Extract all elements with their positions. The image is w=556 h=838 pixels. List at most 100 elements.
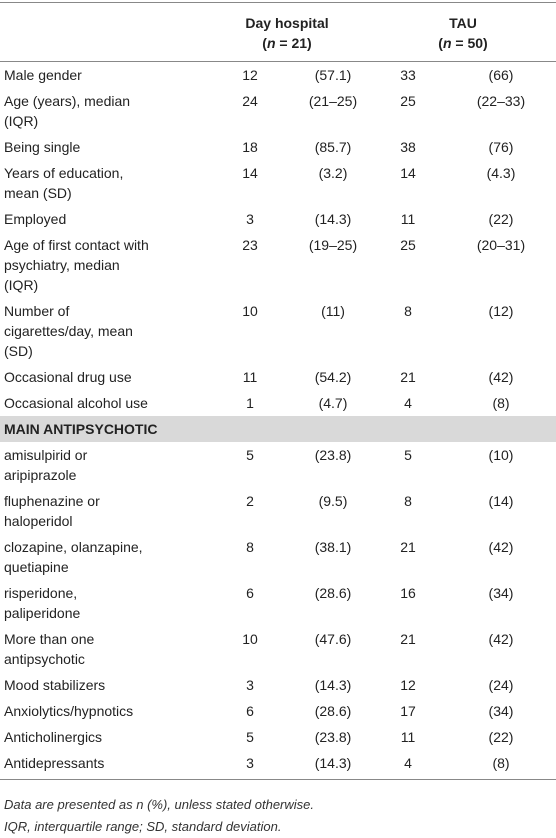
cell-value: (12) (488, 303, 514, 319)
footnote: IQR, interquartile range; SD, standard d… (4, 819, 282, 834)
table-row: Number of cigarettes/day, mean (SD) 10 (11… (0, 298, 556, 364)
row-label: More than one antipsychotic (4, 631, 95, 667)
row-label: Anticholinergics (4, 729, 103, 745)
cell-value: 10 (242, 631, 258, 647)
table-row: Male gender 12 (57.1) 33 (66) (0, 62, 556, 89)
table-row: risperidone, paliperidone 6 (28.6) 16 (34) (0, 580, 556, 626)
row-label: Male gender (4, 67, 82, 83)
table-row: More than one antipsychotic 10 (47.6) 21 (42… (0, 626, 556, 672)
cell-value: 4 (404, 395, 412, 411)
cell-value: (22–33) (476, 93, 526, 109)
table-row: Occasional alcohol use 1 (4.7) 4 (8) (0, 390, 556, 416)
cell-value: (42) (488, 539, 514, 555)
table-row: amisulpirid or aripiprazole 5 (23.8) 5 (10) (0, 442, 556, 488)
cell-value: 17 (400, 703, 416, 719)
cell-value: 33 (400, 67, 416, 83)
table-header: Day hospital (n = 21) TAU (n = 50) (0, 2, 556, 62)
cell-value: 18 (242, 139, 258, 155)
cell-value: 6 (246, 585, 254, 601)
cell-value: 38 (400, 139, 416, 155)
row-label: Employed (4, 211, 67, 227)
cell-value: (4.7) (318, 395, 348, 411)
size-text: = 50) (451, 35, 488, 51)
row-label: Being single (4, 139, 81, 155)
cell-value: (22) (488, 211, 514, 227)
table-row: clozapine, olanzapine, quetiapine 8 (38.1)… (0, 534, 556, 580)
row-label: clozapine, olanzapine, quetiapine (4, 539, 143, 575)
cell-value: (4.3) (486, 165, 516, 181)
cell-value: (42) (488, 631, 514, 647)
cell-value: (47.6) (314, 631, 352, 647)
cell-value: (66) (488, 67, 514, 83)
n-symbol: n (266, 35, 276, 51)
row-label: Occasional drug use (4, 369, 132, 385)
table-row: Being single 18 (85.7) 38 (76) (0, 134, 556, 160)
cell-value: (23.8) (314, 729, 352, 745)
cell-value: (11) (321, 303, 345, 319)
cell-value: (3.2) (318, 165, 348, 181)
table-row: Age (years), median (IQR) 24 (21–25) 25 (22–… (0, 88, 556, 134)
cell-value: (14) (488, 493, 514, 509)
cell-value: (34) (488, 703, 514, 719)
group-header: Day hospital (n = 21) (204, 2, 370, 62)
group-header: TAU (n = 50) (370, 2, 556, 62)
data-table: Day hospital (n = 21) TAU (n = 50) Male … (0, 2, 556, 780)
cell-value: 12 (400, 677, 416, 693)
cell-value: 12 (242, 67, 258, 83)
cell-value: 14 (400, 165, 416, 181)
cell-value: 21 (400, 539, 416, 555)
table-row: Occasional drug use 11 (54.2) 21 (42) (0, 364, 556, 390)
cell-value: 1 (246, 395, 254, 411)
cell-value: (38.1) (314, 539, 352, 555)
row-label: amisulpirid or aripiprazole (4, 447, 88, 483)
cell-value: 3 (246, 211, 254, 227)
cell-value: (14.3) (314, 211, 352, 227)
cell-value: (23.8) (314, 447, 352, 463)
section-row: MAIN ANTIPSYCHOTIC (0, 416, 556, 442)
row-label: fluphenazine or haloperidol (4, 493, 100, 529)
cell-value: (54.2) (314, 369, 352, 385)
table-row: Years of education, mean (SD) 14 (3.2) 14 (4… (0, 160, 556, 206)
row-label: Mood stabilizers (4, 677, 106, 693)
row-label: risperidone, paliperidone (4, 585, 81, 621)
cell-value: 11 (242, 369, 258, 385)
row-label: Occasional alcohol use (4, 395, 148, 411)
cell-value: (34) (488, 585, 514, 601)
table-row: Antidepressants 3 (14.3) 4 (8) (0, 750, 556, 780)
row-label: Anxiolytics/hypnotics (4, 703, 134, 719)
cell-value: 4 (370, 750, 446, 780)
cell-value: 2 (246, 493, 254, 509)
cell-value: (85.7) (314, 139, 352, 155)
cell-value: (22) (488, 729, 514, 745)
cell-value: 8 (404, 493, 412, 509)
group-size: (n = 21) (204, 33, 370, 53)
table-row: Mood stabilizers 3 (14.3) 12 (24) (0, 672, 556, 698)
cell-value: (8) (492, 395, 510, 411)
cell-value: 5 (246, 729, 254, 745)
cell-value: 21 (400, 369, 416, 385)
group-title: TAU (449, 15, 477, 31)
cell-value: 11 (400, 211, 416, 227)
footnote: Data are presented as n (%), unless stat… (4, 797, 314, 812)
table-row: Employed 3 (14.3) 11 (22) (0, 206, 556, 232)
cell-value: (9.5) (318, 493, 348, 509)
cell-value: (14.3) (314, 677, 352, 693)
row-label: Antidepressants (0, 750, 204, 780)
cell-value: (20–31) (476, 237, 526, 253)
cell-value: (19–25) (308, 237, 358, 253)
table-row: Anticholinergics 5 (23.8) 11 (22) (0, 724, 556, 750)
cell-value: 25 (400, 237, 416, 253)
group-size: (n = 50) (370, 33, 556, 53)
cell-value: 24 (242, 93, 258, 109)
cell-value: (28.6) (314, 585, 352, 601)
cell-value: (57.1) (314, 67, 352, 83)
cell-value: 25 (400, 93, 416, 109)
blank-header (0, 2, 204, 62)
cell-value: 8 (404, 303, 412, 319)
cell-value: (42) (488, 369, 514, 385)
cell-value: (14.3) (296, 750, 370, 780)
cell-value: 3 (246, 677, 254, 693)
cell-value: 11 (400, 729, 416, 745)
size-text: = 21) (275, 35, 312, 51)
